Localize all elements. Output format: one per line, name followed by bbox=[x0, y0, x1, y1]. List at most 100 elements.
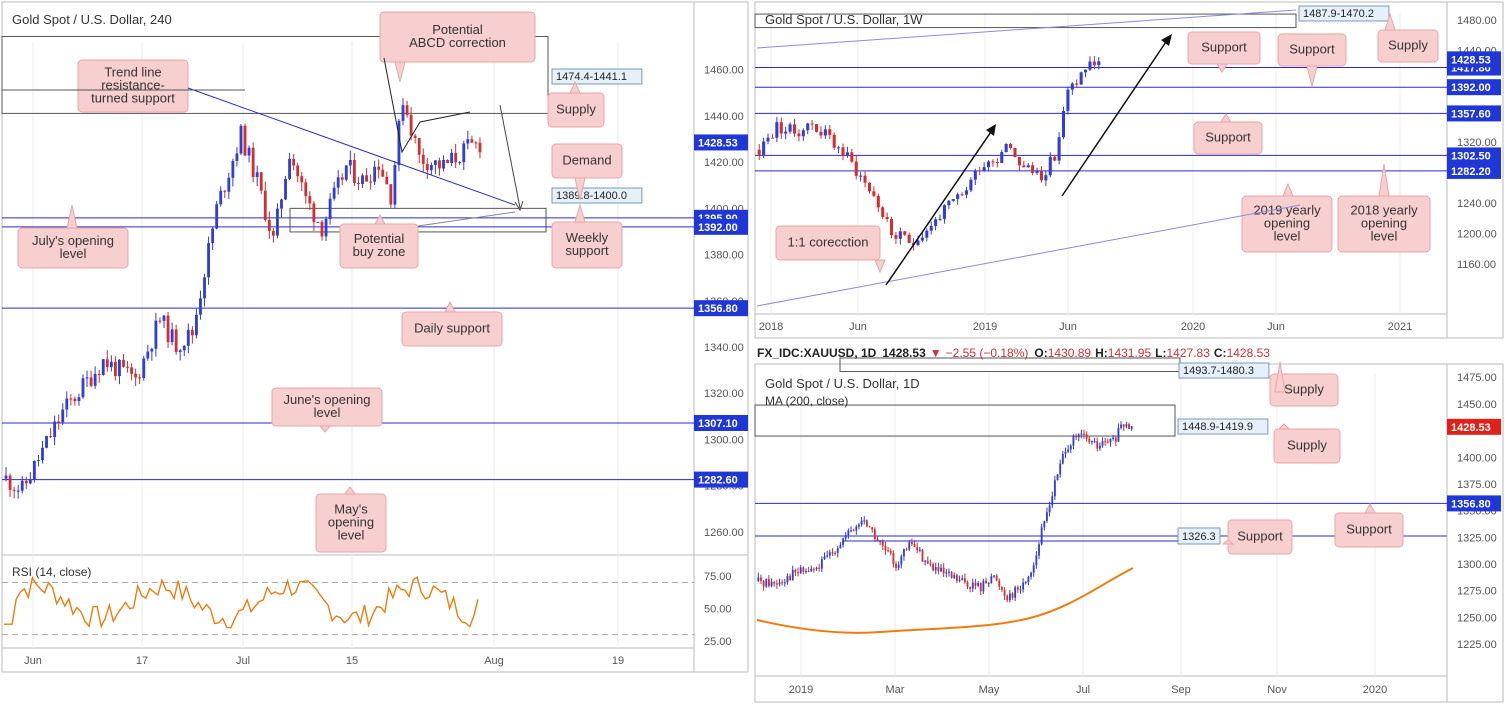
zone-box bbox=[754, 404, 1176, 437]
candle-body bbox=[897, 564, 900, 568]
y-tick-label: 1275.00 bbox=[1457, 586, 1497, 598]
annotation-callout bbox=[775, 225, 881, 261]
candle-body bbox=[320, 221, 324, 237]
level-price-label: 1356.80 bbox=[698, 303, 738, 315]
candle-body bbox=[823, 556, 826, 560]
candle-body bbox=[854, 161, 858, 176]
annotation-text: Trend line bbox=[104, 65, 161, 80]
rsi-y-tick-label: 25.00 bbox=[704, 636, 732, 648]
candle-body bbox=[450, 152, 454, 164]
candle-body bbox=[20, 480, 24, 491]
candle-body bbox=[834, 552, 837, 554]
candle-body bbox=[207, 243, 210, 278]
y-tick-label: 1340.00 bbox=[704, 342, 744, 354]
trend-line bbox=[756, 9, 1297, 49]
candle-body bbox=[1098, 445, 1101, 449]
candle-body bbox=[73, 398, 77, 402]
candle-body bbox=[1035, 555, 1038, 566]
candle-body bbox=[1046, 512, 1048, 522]
candle-body bbox=[1035, 170, 1039, 173]
candle-body bbox=[105, 359, 109, 368]
candle-body bbox=[1096, 441, 1099, 449]
annotation-callout bbox=[1273, 428, 1341, 464]
candle-body bbox=[1030, 572, 1032, 577]
candle-body bbox=[1084, 69, 1088, 73]
candle-body bbox=[194, 314, 198, 336]
candle-body bbox=[863, 175, 867, 183]
annotation-pointer bbox=[66, 204, 78, 229]
candle-body bbox=[894, 235, 898, 239]
candle-body bbox=[1072, 435, 1075, 446]
candle-body bbox=[85, 377, 89, 379]
candle-body bbox=[433, 160, 437, 165]
candle-body bbox=[324, 218, 328, 237]
y-tick-label: 1320.00 bbox=[704, 388, 744, 400]
candle-body bbox=[881, 541, 884, 546]
annotation-text: Support bbox=[1346, 522, 1392, 537]
candle-body bbox=[361, 175, 364, 185]
candle-body bbox=[12, 489, 16, 491]
candle-body bbox=[442, 159, 445, 169]
candle-body bbox=[918, 549, 921, 551]
level-price-label: 1356.80 bbox=[1451, 498, 1491, 510]
candle-body bbox=[308, 196, 312, 204]
candle-body bbox=[251, 147, 255, 178]
x-tick-label: Aug bbox=[484, 655, 504, 667]
annotation-text: support bbox=[565, 243, 609, 258]
candle-body bbox=[871, 527, 874, 530]
candle-body bbox=[905, 549, 908, 551]
candle-body bbox=[53, 421, 57, 438]
candle-body bbox=[223, 190, 227, 192]
candle-body bbox=[1083, 433, 1085, 435]
annotation-text: Weekly bbox=[566, 230, 609, 245]
candle-body bbox=[243, 125, 247, 156]
annotation-pointer bbox=[1364, 502, 1376, 514]
candle-body bbox=[969, 179, 973, 191]
candle-body bbox=[775, 122, 779, 138]
y-tick-label: 1260.00 bbox=[704, 527, 744, 539]
candle-body bbox=[41, 447, 44, 461]
candle-body bbox=[438, 160, 441, 169]
candle-body bbox=[1064, 451, 1067, 454]
candle-body bbox=[97, 373, 101, 375]
candle-body bbox=[770, 137, 774, 139]
candle-body bbox=[889, 550, 892, 554]
candle-body bbox=[794, 569, 797, 573]
candle-body bbox=[1027, 576, 1030, 583]
candle-body bbox=[858, 524, 860, 527]
arrow-head-icon bbox=[986, 124, 996, 136]
candle-body bbox=[998, 580, 1001, 587]
candle-body bbox=[288, 158, 292, 179]
level-price-label: 1392.00 bbox=[698, 222, 738, 234]
candle-body bbox=[814, 124, 819, 132]
candle-body bbox=[924, 560, 927, 562]
level-price-tag bbox=[694, 471, 748, 488]
candle-body bbox=[1031, 165, 1035, 173]
open-value: 1430.89 bbox=[1048, 346, 1092, 360]
candle-body bbox=[951, 199, 955, 201]
annotation-text: opening bbox=[328, 515, 374, 530]
high-value: 1431.95 bbox=[1108, 346, 1152, 360]
candle-body bbox=[199, 298, 202, 315]
candle-body bbox=[429, 164, 433, 171]
candle-body bbox=[373, 166, 377, 182]
candle-body bbox=[235, 153, 239, 161]
candle-body bbox=[806, 123, 810, 131]
zone-label: 1487.9-1470.2 bbox=[1303, 8, 1374, 20]
y-tick-label: 1325.00 bbox=[1457, 532, 1497, 544]
trend-line bbox=[187, 87, 516, 206]
candle-body bbox=[1112, 437, 1115, 439]
candle-body bbox=[929, 225, 933, 231]
candle-body bbox=[158, 320, 162, 322]
candle-body bbox=[797, 133, 801, 137]
candle-body bbox=[393, 165, 397, 205]
candle-body bbox=[178, 350, 182, 352]
high-label: H: bbox=[1095, 346, 1108, 360]
candle-body bbox=[892, 553, 895, 564]
candle-body bbox=[296, 165, 300, 177]
candle-body bbox=[174, 329, 178, 352]
candle-body bbox=[381, 169, 385, 177]
symbol-change: −2.55 (−0.18%) bbox=[946, 346, 1029, 360]
candle-body bbox=[820, 559, 823, 569]
candle-body bbox=[1106, 441, 1109, 443]
